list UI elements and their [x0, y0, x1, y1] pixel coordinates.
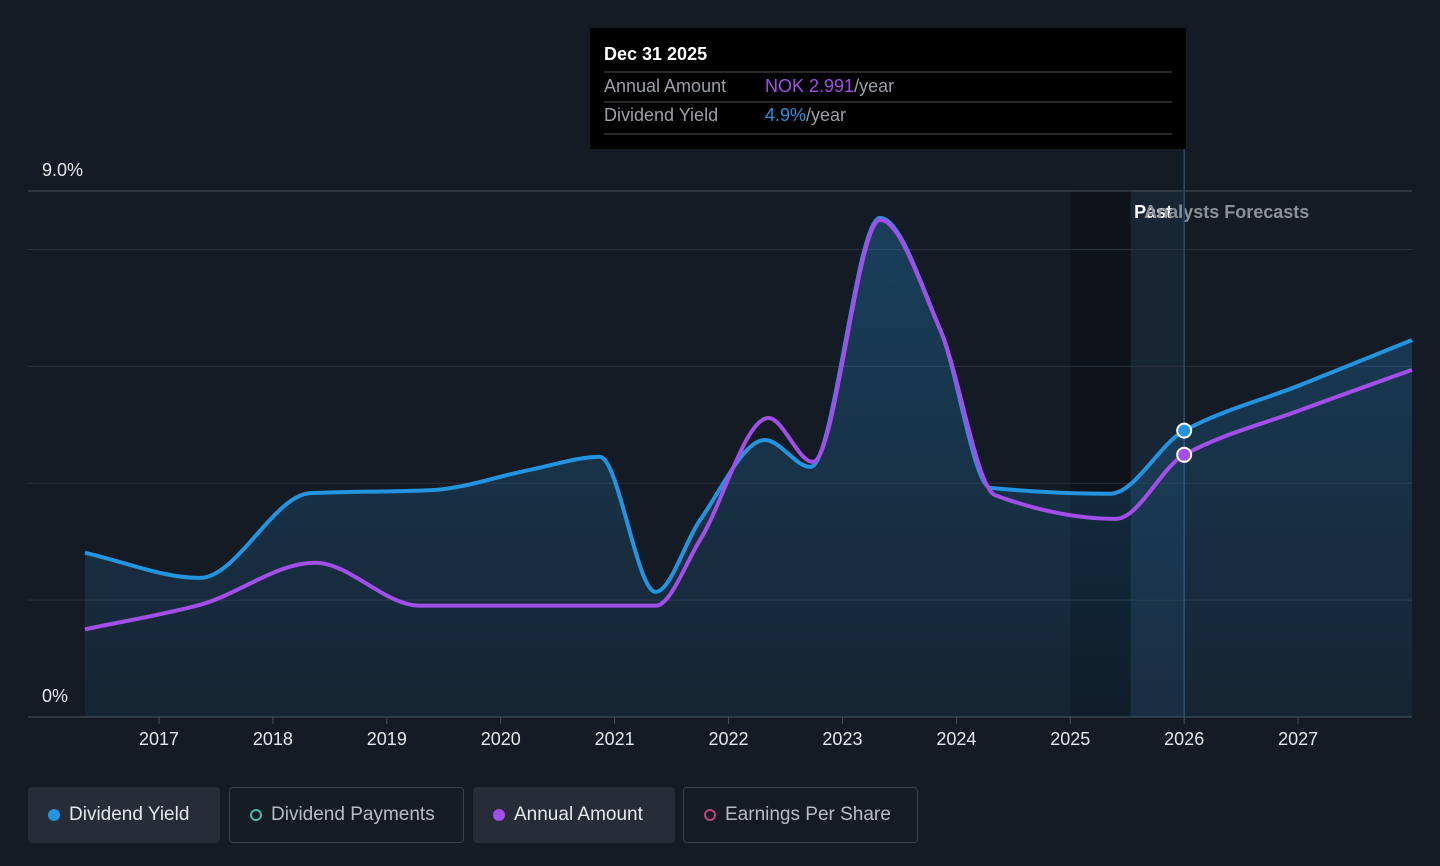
x-tick-label: 2020 — [481, 729, 521, 749]
x-tick-label: 2027 — [1278, 729, 1318, 749]
area — [84, 217, 1413, 717]
legend-dot — [48, 809, 60, 821]
x-tick-label: 2023 — [822, 729, 862, 749]
line — [84, 215, 1413, 594]
legend-item[interactable]: Dividend Payments — [229, 787, 464, 843]
highlight-point — [1176, 422, 1193, 439]
legend-label: Dividend Payments — [271, 804, 435, 825]
legend-item[interactable]: Earnings Per Share — [683, 787, 918, 843]
tooltip-date: Dec 31 2025 — [604, 44, 707, 64]
tooltip-unit: /year — [806, 105, 846, 125]
tooltip-value: 4.9% — [765, 105, 806, 125]
tooltip-box — [590, 28, 1186, 149]
tooltip-value: 4.9%/year — [765, 105, 846, 125]
x-tick-label: 2017 — [139, 729, 179, 749]
legend-item[interactable]: Dividend Yield — [28, 787, 220, 843]
tooltip-value: NOK 2.991/year — [765, 76, 894, 96]
line — [84, 217, 1413, 632]
legend-label: Dividend Yield — [69, 804, 190, 825]
tooltip-value: NOK 2.991 — [765, 76, 854, 96]
x-tick-label: 2026 — [1164, 729, 1204, 749]
x-tick-label: 2019 — [367, 729, 407, 749]
legend-dot — [250, 809, 262, 821]
legend-dot — [493, 809, 505, 821]
x-tick-label: 2021 — [595, 729, 635, 749]
x-tick-label: 2018 — [253, 729, 293, 749]
x-tick-label: 2025 — [1050, 729, 1090, 749]
x-tick-label: 2022 — [709, 729, 749, 749]
y-tick-label: 9.0% — [42, 160, 83, 180]
legend-item[interactable]: Annual Amount — [473, 787, 675, 843]
tooltip-label: Annual Amount — [604, 76, 726, 96]
legend-label: Earnings Per Share — [725, 804, 891, 825]
x-tick-label: 2024 — [936, 729, 976, 749]
tooltip-label: Dividend Yield — [604, 105, 718, 125]
past-label: Past — [1134, 202, 1172, 222]
forecast-label: Analysts Forecasts — [1144, 202, 1309, 222]
legend-dot — [704, 809, 716, 821]
legend-label: Annual Amount — [514, 804, 643, 825]
y-tick-label: 0% — [42, 686, 68, 706]
tooltip-unit: /year — [854, 76, 894, 96]
tooltip: Dec 31 2025 Annual Amount NOK 2.991/year… — [590, 28, 1186, 149]
highlight-point — [1176, 446, 1193, 463]
